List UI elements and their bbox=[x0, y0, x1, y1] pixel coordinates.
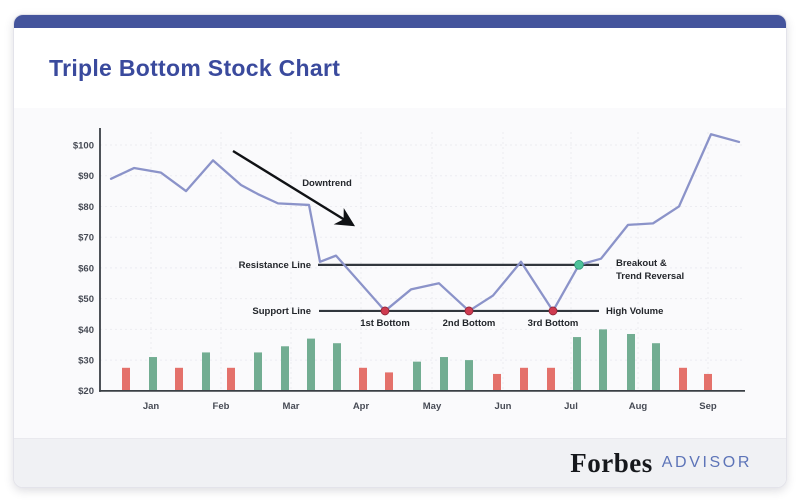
svg-text:Aug: Aug bbox=[629, 401, 648, 412]
volume-bar-green bbox=[333, 343, 341, 391]
svg-text:Feb: Feb bbox=[213, 401, 230, 412]
svg-text:$40: $40 bbox=[78, 325, 94, 336]
svg-text:$30: $30 bbox=[78, 356, 94, 367]
volume-bar-green bbox=[573, 337, 581, 391]
volume-bar-green bbox=[652, 343, 660, 391]
svg-text:Sep: Sep bbox=[699, 401, 717, 412]
chart-card: Triple Bottom Stock Chart $100 $90 $80 $70 $… bbox=[13, 14, 787, 488]
bottom-label: 3rd Bottom bbox=[528, 318, 579, 329]
bottom-dot bbox=[464, 306, 474, 316]
volume-bar-green bbox=[465, 360, 473, 391]
downtrend-arrow bbox=[232, 149, 356, 227]
svg-text:Apr: Apr bbox=[353, 401, 370, 412]
svg-text:$20: $20 bbox=[78, 386, 94, 397]
advisor-logo-text: ADVISOR bbox=[661, 453, 752, 471]
volume-bar-green bbox=[149, 357, 157, 391]
volume-bar-red bbox=[547, 367, 555, 391]
volume-bar-red bbox=[520, 367, 528, 391]
downtrend-label: Downtrend bbox=[302, 178, 352, 189]
svg-text:$70: $70 bbox=[78, 233, 94, 244]
volume-bar-green bbox=[413, 361, 421, 391]
bottom-label: 2nd Bottom bbox=[443, 318, 496, 329]
high-volume-label: High Volume bbox=[606, 306, 663, 317]
card-top-accent-bar bbox=[14, 15, 786, 28]
volume-bar-green bbox=[202, 352, 210, 391]
volume-bar-green bbox=[254, 352, 262, 391]
bottom-dot bbox=[380, 306, 390, 316]
volume-bar-green bbox=[281, 346, 289, 391]
y-axis-labels: $100 $90 $80 $70 $60 $50 $40 $30 $20 bbox=[73, 140, 94, 397]
support-line-label: Support Line bbox=[252, 306, 311, 317]
svg-text:$50: $50 bbox=[78, 294, 94, 305]
volume-bar-red bbox=[493, 373, 501, 391]
bottom-label: 1st Bottom bbox=[360, 318, 410, 329]
pattern-dots bbox=[380, 260, 584, 316]
svg-text:$90: $90 bbox=[78, 171, 94, 182]
page-title: Triple Bottom Stock Chart bbox=[49, 54, 341, 81]
annotation-labels: Resistance Line Support Line High Volume Br… bbox=[239, 258, 684, 329]
gridlines bbox=[100, 132, 745, 391]
volume-bar-red bbox=[704, 373, 712, 391]
volume-bar-green bbox=[440, 357, 448, 391]
x-axis-labels: Jan Feb Mar Apr May Jun Jul Aug Sep bbox=[143, 401, 717, 412]
bottom-dot bbox=[548, 306, 558, 316]
volume-bar-red bbox=[679, 367, 687, 391]
volume-bars bbox=[122, 329, 712, 391]
volume-bar-red bbox=[227, 367, 235, 391]
footer: Forbes ADVISOR bbox=[14, 438, 786, 487]
downtrend-annotation: Downtrend bbox=[232, 149, 356, 227]
axes bbox=[99, 128, 745, 392]
volume-bar-green bbox=[627, 333, 635, 391]
volume-bar-red bbox=[175, 367, 183, 391]
breakout-dot bbox=[574, 260, 584, 270]
breakout-label-line: Trend Reversal bbox=[616, 271, 684, 282]
breakout-label-line: Breakout & bbox=[616, 258, 667, 269]
svg-text:Mar: Mar bbox=[283, 401, 300, 412]
forbes-logo: Forbes bbox=[570, 447, 653, 478]
volume-bar-red bbox=[359, 367, 367, 391]
svg-text:Jan: Jan bbox=[143, 401, 160, 412]
svg-text:Jun: Jun bbox=[495, 401, 512, 412]
volume-bar-green bbox=[307, 338, 315, 391]
resistance-line-label: Resistance Line bbox=[239, 260, 311, 271]
svg-text:$100: $100 bbox=[73, 140, 94, 151]
svg-text:Jul: Jul bbox=[564, 401, 578, 412]
svg-text:$60: $60 bbox=[78, 263, 94, 274]
volume-bar-red bbox=[385, 372, 393, 391]
triple-bottom-stock-chart: $100 $90 $80 $70 $60 $50 $40 $30 $20 Jan Feb Mar Apr… bbox=[73, 128, 745, 412]
volume-bar-green bbox=[599, 329, 607, 391]
price-line bbox=[109, 133, 741, 313]
svg-text:$80: $80 bbox=[78, 202, 94, 213]
svg-text:May: May bbox=[423, 401, 442, 412]
title-row: Triple Bottom Stock Chart bbox=[14, 28, 786, 108]
chart-area: $100 $90 $80 $70 $60 $50 $40 $30 $20 Jan Feb Mar Apr… bbox=[14, 108, 786, 438]
volume-bar-red bbox=[122, 367, 130, 391]
